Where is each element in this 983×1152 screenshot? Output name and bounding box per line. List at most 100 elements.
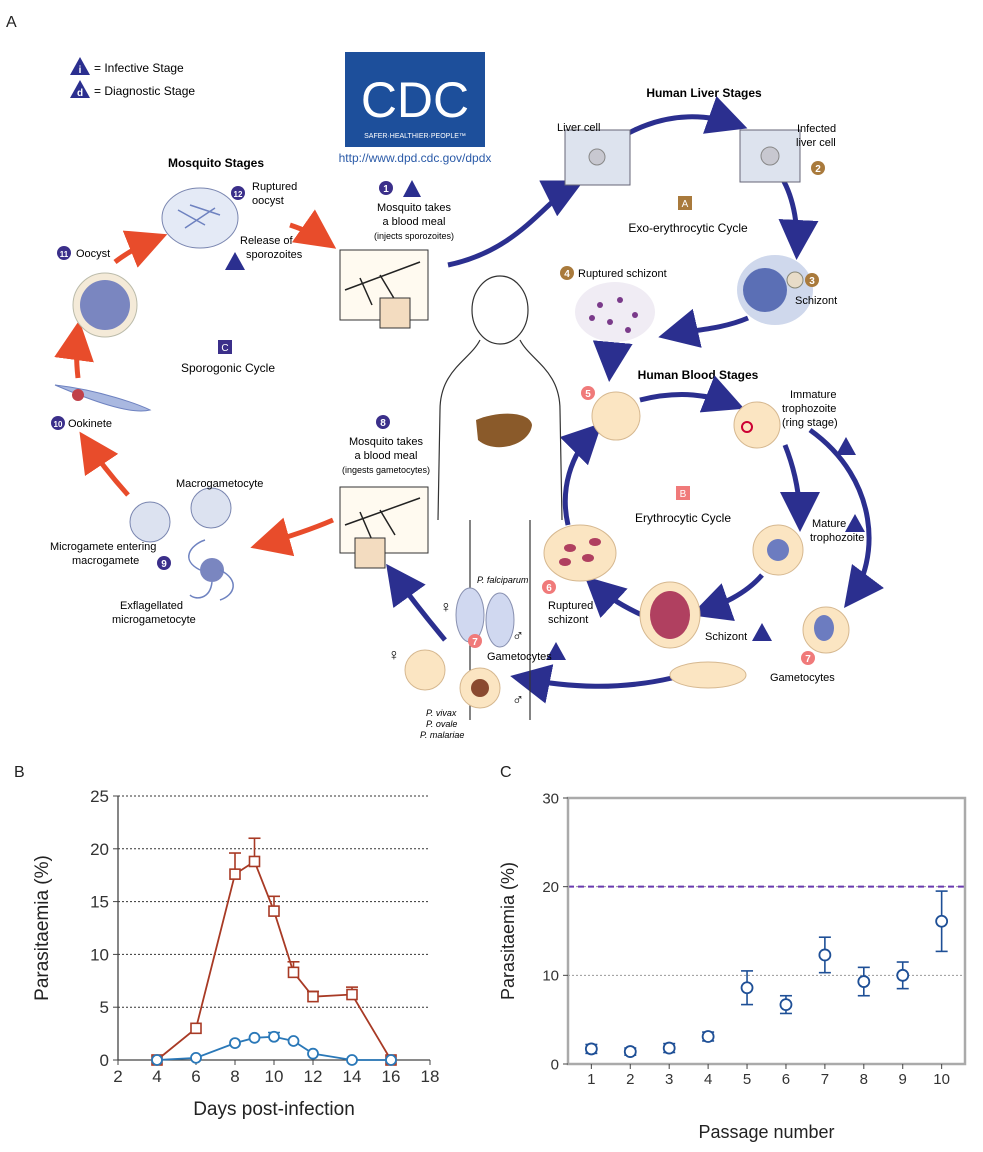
- arrow-to-oocyst: [54, 320, 94, 379]
- x-tick-label: 6: [191, 1067, 200, 1086]
- panel-label-c: C: [500, 764, 512, 781]
- label-ruptured-liver: Ruptured schizont: [578, 268, 667, 280]
- x-tick-label: 5: [743, 1071, 751, 1088]
- diagnostic-symbol: d: [77, 88, 83, 99]
- legend-infective: = Infective Stage: [94, 61, 184, 75]
- falciparum-male-gametocyte: [485, 592, 515, 648]
- label-exflagellated-b: microgametocyte: [112, 614, 196, 626]
- ruptured-liver-schizont: [575, 282, 655, 342]
- x-tick-label: 9: [899, 1071, 907, 1088]
- stage-12-number: 12: [234, 190, 243, 199]
- x-tick-label: 14: [343, 1067, 362, 1086]
- label-s1a: Mosquito takes: [377, 202, 451, 214]
- arrow-schizont-ruptured-blood: [584, 576, 644, 619]
- x-tick-label: 1: [587, 1071, 595, 1088]
- infective-symbol: i: [79, 65, 82, 76]
- male-symbol-bottom: ♂: [512, 692, 524, 709]
- x-axis-label: Days post-infection: [193, 1099, 355, 1120]
- female-symbol-top: ♀: [440, 599, 452, 616]
- label-ruptured-oocyst-a: Ruptured: [252, 181, 297, 193]
- panel-label-b: B: [14, 764, 25, 781]
- mosquito-injection-box: [339, 249, 429, 329]
- data-point: [307, 990, 319, 1003]
- vivax-male-nucleus: [471, 679, 489, 697]
- label-ruptured-oocyst-b: oocyst: [252, 195, 284, 207]
- label-microgamete-a: Microgamete entering: [50, 541, 156, 553]
- label-liver-cell: Liver cell: [557, 122, 600, 134]
- x-tick-label: 8: [230, 1067, 239, 1086]
- falciparum-female-gametocyte: [455, 587, 485, 643]
- stage-11-badge: [57, 246, 71, 260]
- ring-stage-rbc: [733, 401, 781, 449]
- label-mature-a: Mature: [812, 518, 846, 530]
- y-tick-label: 20: [542, 879, 559, 896]
- data-point: [662, 1041, 676, 1055]
- stage-5-badge: [581, 386, 595, 400]
- mosquito-ingest-box: [339, 486, 429, 569]
- legend-diagnostic: = Diagnostic Stage: [94, 84, 195, 98]
- label-infected-a: Infected: [797, 123, 836, 135]
- oocyst: [72, 272, 138, 338]
- stage-10-number: 10: [54, 420, 63, 429]
- data-point: [623, 1045, 637, 1058]
- data-point: [268, 1030, 280, 1043]
- arrow-ring-gametocyte: [808, 427, 884, 609]
- arrow-to-blood: [592, 340, 633, 382]
- stage-10-badge: [51, 416, 65, 430]
- stage-1-infective-icon: [403, 180, 421, 197]
- stage-7b-number: 7: [472, 637, 478, 648]
- cdc-logo-text: CDC: [361, 72, 469, 128]
- stage-1-number: 1: [383, 184, 389, 195]
- x-tick-label: 7: [821, 1071, 829, 1088]
- panel-label-a: A: [6, 14, 17, 31]
- x-tick-label: 6: [782, 1071, 790, 1088]
- stage-8-number: 8: [380, 418, 386, 429]
- female-symbol-bottom: ♀: [388, 647, 400, 664]
- stage-11-number: 11: [60, 250, 69, 259]
- data-point: [248, 855, 261, 868]
- microgamete-cell: [129, 501, 171, 543]
- x-tick-label: 10: [933, 1071, 950, 1088]
- y-tick-label: 15: [90, 893, 109, 912]
- gametocyte-rbc: [802, 606, 850, 654]
- gametocyte-elongated: [669, 661, 747, 689]
- x-tick-label: 2: [113, 1067, 122, 1086]
- label-s8b: a blood meal: [355, 450, 418, 462]
- y-axis-label: Parasitaemia (%): [32, 855, 53, 1001]
- data-point: [268, 905, 280, 917]
- stage-6-badge: [542, 580, 556, 594]
- data-point: [935, 914, 949, 928]
- x-tick-label: 12: [304, 1067, 323, 1086]
- data-point: [151, 1054, 163, 1066]
- stage-4-number: 4: [564, 269, 570, 280]
- label-ruptured-blood-b: schizont: [548, 614, 588, 626]
- x-tick-label: 4: [704, 1071, 712, 1088]
- label-exflagellated-a: Exflagellated: [120, 600, 183, 612]
- label-macrogametocyte: Macrogametocyte: [176, 478, 263, 490]
- liver-organ: [476, 413, 532, 448]
- label-immature-b: trophozoite: [782, 403, 836, 415]
- y-tick-label: 0: [551, 1056, 559, 1073]
- label-mature-b: trophozoite: [810, 532, 864, 544]
- y-axis-label: Parasitaemia (%): [498, 862, 518, 1000]
- x-tick-label: 3: [665, 1071, 673, 1088]
- exflagellated-microgametocyte: [188, 539, 234, 601]
- y-tick-label: 25: [90, 787, 109, 806]
- label-p-falciparum: P. falciparum: [477, 575, 529, 585]
- cdc-logo: CDC SAFER·HEALTHIER·PEOPLE™: [345, 52, 485, 147]
- ruptured-oocyst: [161, 187, 239, 249]
- arrow-to-ruptured-oocyst: [113, 230, 168, 268]
- cycle-ery-label: Erythrocytic Cycle: [635, 511, 731, 525]
- infected-liver-cell: [739, 129, 801, 183]
- stage-3-number: 3: [809, 276, 815, 287]
- label-gametocytes-right: Gametocytes: [770, 672, 835, 684]
- data-point: [346, 1054, 358, 1066]
- cdc-url-link[interactable]: http://www.dpd.cdc.gov/dpdx: [339, 151, 492, 165]
- malaria-lifecycle-diagram: i = Infective Stage d = Diagnostic Stage…: [50, 52, 884, 740]
- x-tick-label: 18: [421, 1067, 440, 1086]
- data-point: [701, 1030, 715, 1043]
- x-tick-label: 4: [152, 1067, 161, 1086]
- label-s8c: (ingests gametocytes): [342, 465, 430, 475]
- data-point: [287, 1035, 300, 1047]
- stage-8-badge: [376, 415, 390, 429]
